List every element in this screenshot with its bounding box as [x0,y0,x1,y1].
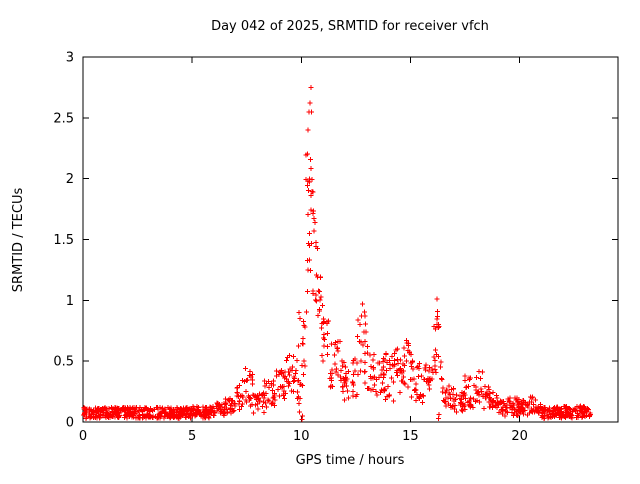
axis-ticks [82,56,618,423]
x-tick-label: 20 [511,429,528,444]
x-axis-label: GPS time / hours [296,453,405,468]
y-tick-label: 2 [66,172,74,187]
y-tick-label: 3 [66,51,74,66]
plot-border [82,56,619,423]
x-tick-label: 15 [402,429,419,444]
y-tick-label: 0 [66,416,74,431]
y-tick-label: 1.5 [53,233,74,248]
x-tick-label: 10 [293,429,310,444]
x-tick-label: 5 [188,429,196,444]
tick-labels: 0 5 10 15 20 0 0.5 1 1.5 2 2.5 3 [53,51,528,445]
y-axis-label: SRMTID / TECUs [11,188,26,293]
chart-title: Day 042 of 2025, SRMTID for receiver vfc… [211,19,489,34]
y-tick-label: 2.5 [53,111,74,126]
x-tick-label: 0 [79,429,87,444]
scatter-series [80,84,593,423]
y-tick-label: 1 [66,294,74,309]
y-tick-label: 0.5 [53,355,74,370]
